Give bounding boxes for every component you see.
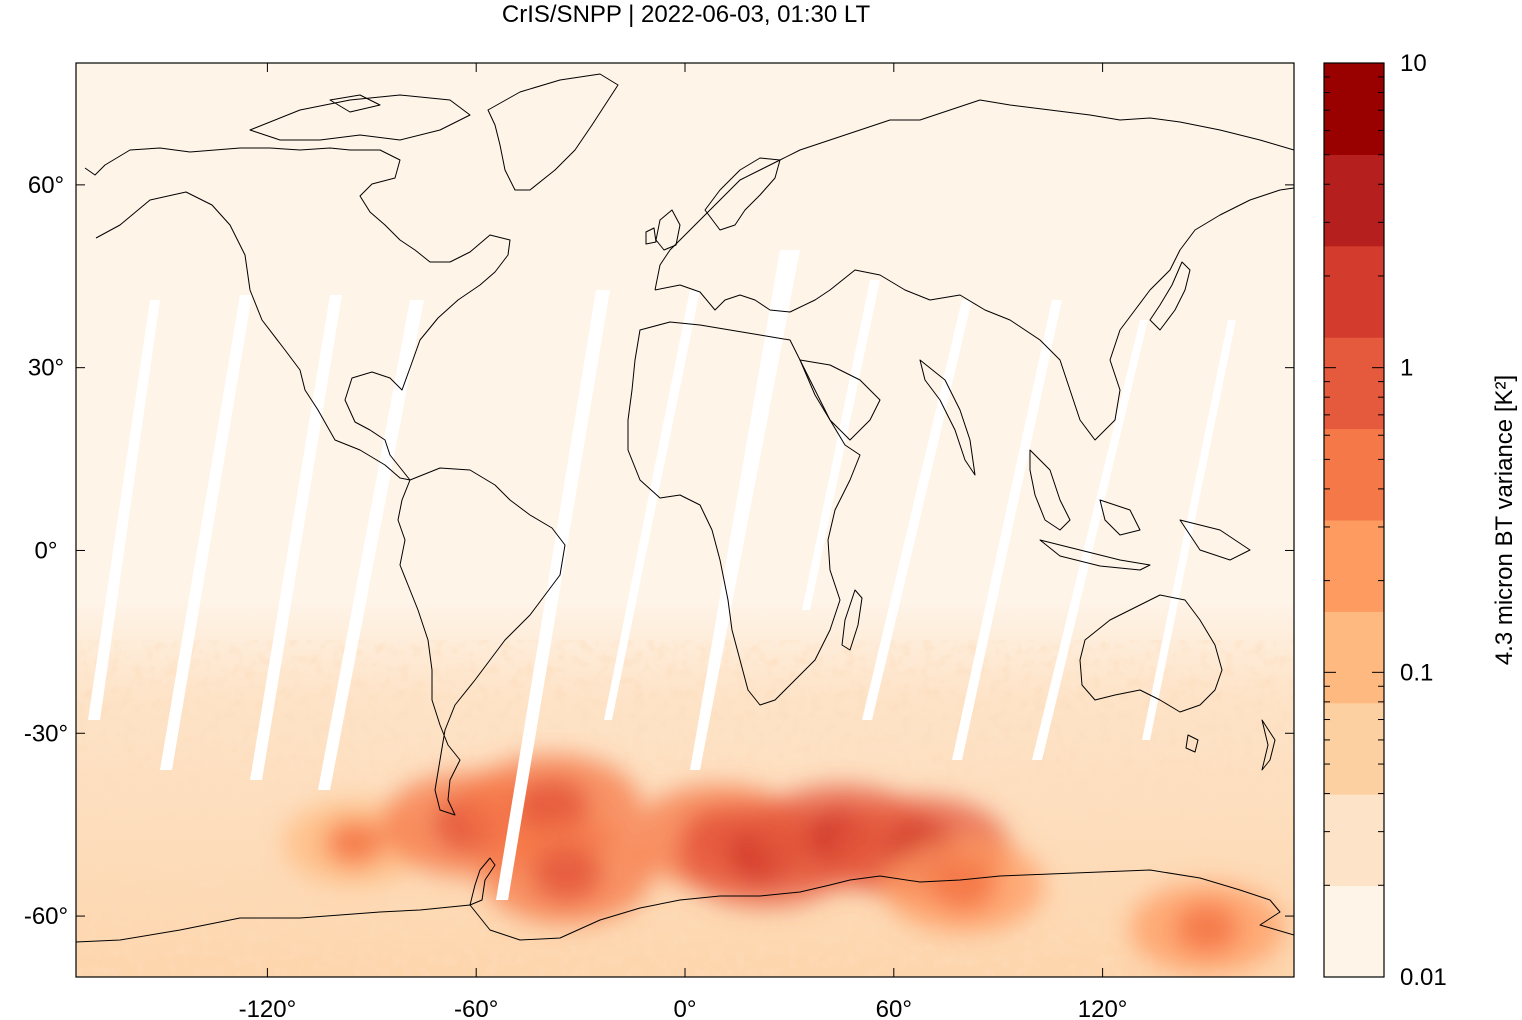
- colorbar-bands: [1324, 63, 1384, 978]
- coastline-south-america: [397, 467, 566, 816]
- coastline-eurasia: [654, 99, 1294, 441]
- colorbar-band: [1324, 611, 1384, 704]
- variance-hotspot-core: [930, 859, 997, 912]
- colorbar-band: [1324, 885, 1384, 978]
- x-tick-label: -60°: [454, 996, 498, 1020]
- colorbar-band: [1324, 428, 1384, 521]
- coastline-se-asia: [1029, 449, 1251, 571]
- colorbar-band: [1324, 702, 1384, 795]
- coastline-japan: [1149, 261, 1191, 331]
- colorbar-tick-label: 10: [1400, 50, 1427, 77]
- coastline-africa: [627, 321, 861, 706]
- x-tick-label: 120°: [1078, 996, 1128, 1020]
- colorbar-label: 4.3 micron BT variance [K²]: [1491, 375, 1518, 665]
- coastline-madagascar: [841, 589, 863, 651]
- coastline-arabia-india: [799, 359, 976, 476]
- coastline-scandinavia: [704, 157, 781, 231]
- coastline-british-isles: [645, 209, 681, 251]
- plot-title: CrIS/SNPP | 2022-06-03, 01:30 LT: [502, 1, 871, 28]
- colorbar-band: [1324, 337, 1384, 430]
- southern-variance-field: [76, 600, 1294, 977]
- y-tick-label: -30°: [24, 720, 68, 747]
- map-ticks: -120° -60° 0° 60° 120° 60° 30° 0° -30° -60°: [24, 63, 1294, 1020]
- coastline-antarctica: [76, 869, 1294, 943]
- colorbar-band: [1324, 245, 1384, 338]
- coastline-north-america: [84, 147, 511, 481]
- colorbar-band: [1324, 520, 1384, 612]
- y-tick-label: -60°: [24, 903, 68, 930]
- coastlines: [76, 73, 1294, 943]
- colorbar-tick-label: 0.1: [1400, 659, 1433, 686]
- variance-hotspot-core: [516, 778, 589, 835]
- x-tick-label: -120°: [239, 996, 297, 1020]
- colorbar-ticks: 10 1 0.1 0.01: [1324, 50, 1447, 991]
- colorbar-tick-label: 1: [1400, 355, 1413, 382]
- coastline-arctic-islands: [249, 94, 471, 141]
- x-tick-label: 60°: [876, 996, 912, 1020]
- colorbar-band: [1324, 154, 1384, 247]
- colorbar: 10 1 0.1 0.01 4.3 micron BT variance [K²]: [1323, 50, 1518, 991]
- y-tick-label: 60°: [28, 172, 64, 199]
- colorbar-band: [1324, 63, 1384, 155]
- orbit-swath-gaps: [88, 250, 1236, 900]
- variance-hotspot-core: [531, 846, 602, 901]
- colorbar-tick-label: 0.01: [1400, 964, 1447, 991]
- coastline-greenland: [487, 73, 619, 191]
- y-tick-label: 30°: [28, 355, 64, 382]
- x-tick-label: 0°: [674, 996, 697, 1020]
- y-tick-label: 0°: [35, 537, 58, 564]
- map-area: [76, 63, 1294, 977]
- coastline-new-zealand: [1185, 719, 1276, 771]
- colorbar-band: [1324, 794, 1384, 887]
- variance-hotspot-core: [325, 820, 384, 866]
- coastline-australia: [1079, 594, 1223, 713]
- coastline-antarctic-peninsula: [469, 857, 496, 906]
- variance-hotspot-core: [1175, 903, 1239, 953]
- colorbar-frame: [1323, 62, 1385, 978]
